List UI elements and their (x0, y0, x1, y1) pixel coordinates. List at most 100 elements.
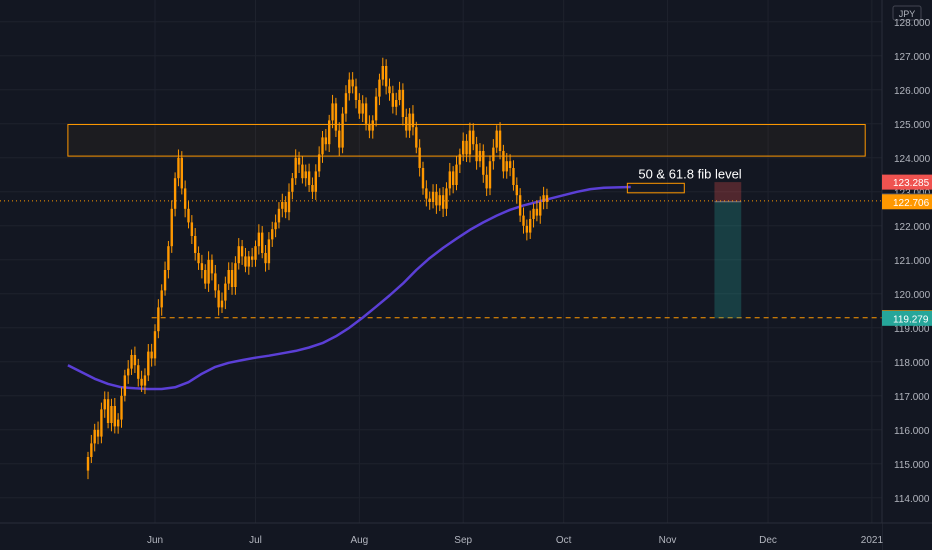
candle-body (485, 174, 488, 189)
candle-body (237, 246, 240, 264)
candle-body (147, 351, 150, 376)
time-tick-label: Oct (556, 535, 572, 546)
candle (96, 421, 100, 445)
candle (103, 391, 106, 418)
candle-body (374, 96, 378, 121)
candle-body (200, 263, 204, 270)
candle-body (314, 171, 317, 192)
price-tag-label: 123.285 (893, 178, 930, 189)
candle-body (194, 236, 197, 253)
stop-loss-zone (714, 182, 742, 202)
candle (324, 129, 328, 151)
candle-body (331, 103, 334, 121)
candle-body (341, 113, 344, 148)
candle-body (522, 215, 525, 226)
candle-body (451, 171, 455, 185)
candle-body (257, 232, 261, 247)
candle (472, 123, 475, 151)
candle-body (354, 86, 358, 100)
candle-body (445, 188, 448, 209)
candle (395, 92, 398, 116)
candle (267, 232, 271, 270)
price-scale[interactable]: JPY 114.000 115.000 116.000 117.000 118.000 11… (881, 0, 932, 550)
candle-body (395, 100, 398, 107)
candle (207, 251, 210, 292)
annotation-layer: 50 & 61.8 fib level (626, 166, 742, 194)
candle-body (472, 130, 475, 145)
candle (545, 188, 549, 210)
candle (163, 261, 167, 296)
candle (217, 284, 220, 316)
price-tick-label: 118.000 (894, 358, 930, 369)
candle (338, 122, 341, 157)
candle (415, 121, 418, 154)
candle (281, 193, 284, 218)
candle-body (321, 137, 324, 155)
candle (475, 136, 478, 170)
candle-body (167, 246, 170, 270)
candle (110, 398, 113, 432)
candle (458, 148, 462, 174)
candle (448, 162, 451, 196)
candle (160, 284, 163, 316)
candle-body (247, 256, 250, 267)
candle (388, 78, 391, 101)
candle-body (244, 256, 247, 267)
candle (438, 188, 441, 212)
candle-body (130, 355, 133, 369)
candle-body (415, 127, 418, 148)
candle-body (254, 246, 257, 260)
candle-body (90, 443, 93, 457)
candle (194, 228, 197, 261)
candle-body (351, 79, 354, 87)
candle-body (529, 219, 532, 233)
time-axis-background (0, 523, 882, 550)
candle (331, 94, 334, 129)
candle-body (264, 253, 267, 264)
candle (435, 184, 438, 214)
candle (358, 93, 361, 119)
candle-body (214, 273, 217, 291)
candle (210, 254, 214, 281)
candle (508, 154, 512, 177)
candle-body (475, 144, 478, 162)
candle-body (301, 164, 304, 179)
candle-body (116, 419, 120, 427)
candle-body (438, 195, 441, 206)
candle (170, 200, 173, 253)
candle-body (133, 355, 137, 366)
candle-body (123, 375, 127, 396)
candle-body (381, 66, 384, 80)
candle (271, 221, 274, 247)
price-tag-label: 119.279 (893, 314, 929, 325)
candle (411, 105, 415, 136)
candle-body (505, 161, 508, 172)
time-tick-label: Jun (147, 535, 163, 546)
candle-body (518, 195, 522, 216)
candle-body (455, 164, 458, 185)
candle (505, 153, 508, 179)
candle (227, 262, 230, 290)
candle (150, 343, 153, 367)
take-profit-zone (714, 201, 742, 319)
candle (354, 78, 358, 109)
price-tick-label: 115.000 (894, 460, 930, 471)
candle (177, 149, 180, 187)
candle (374, 88, 378, 127)
candle-body (495, 130, 498, 148)
time-axis[interactable]: Jun Jul Aug Sep Oct Nov Dec 2021 (0, 522, 932, 550)
candle (344, 85, 348, 122)
candle (214, 264, 217, 298)
candle (204, 264, 207, 289)
candle (147, 344, 150, 382)
time-tick-label: Jul (249, 535, 262, 546)
candle (220, 292, 224, 314)
candle (421, 161, 425, 195)
candle (488, 155, 492, 196)
candle-body (137, 365, 140, 379)
candle-body (421, 168, 425, 189)
candle-body (110, 406, 113, 423)
candle-body (96, 429, 100, 437)
candle-body (187, 208, 190, 223)
